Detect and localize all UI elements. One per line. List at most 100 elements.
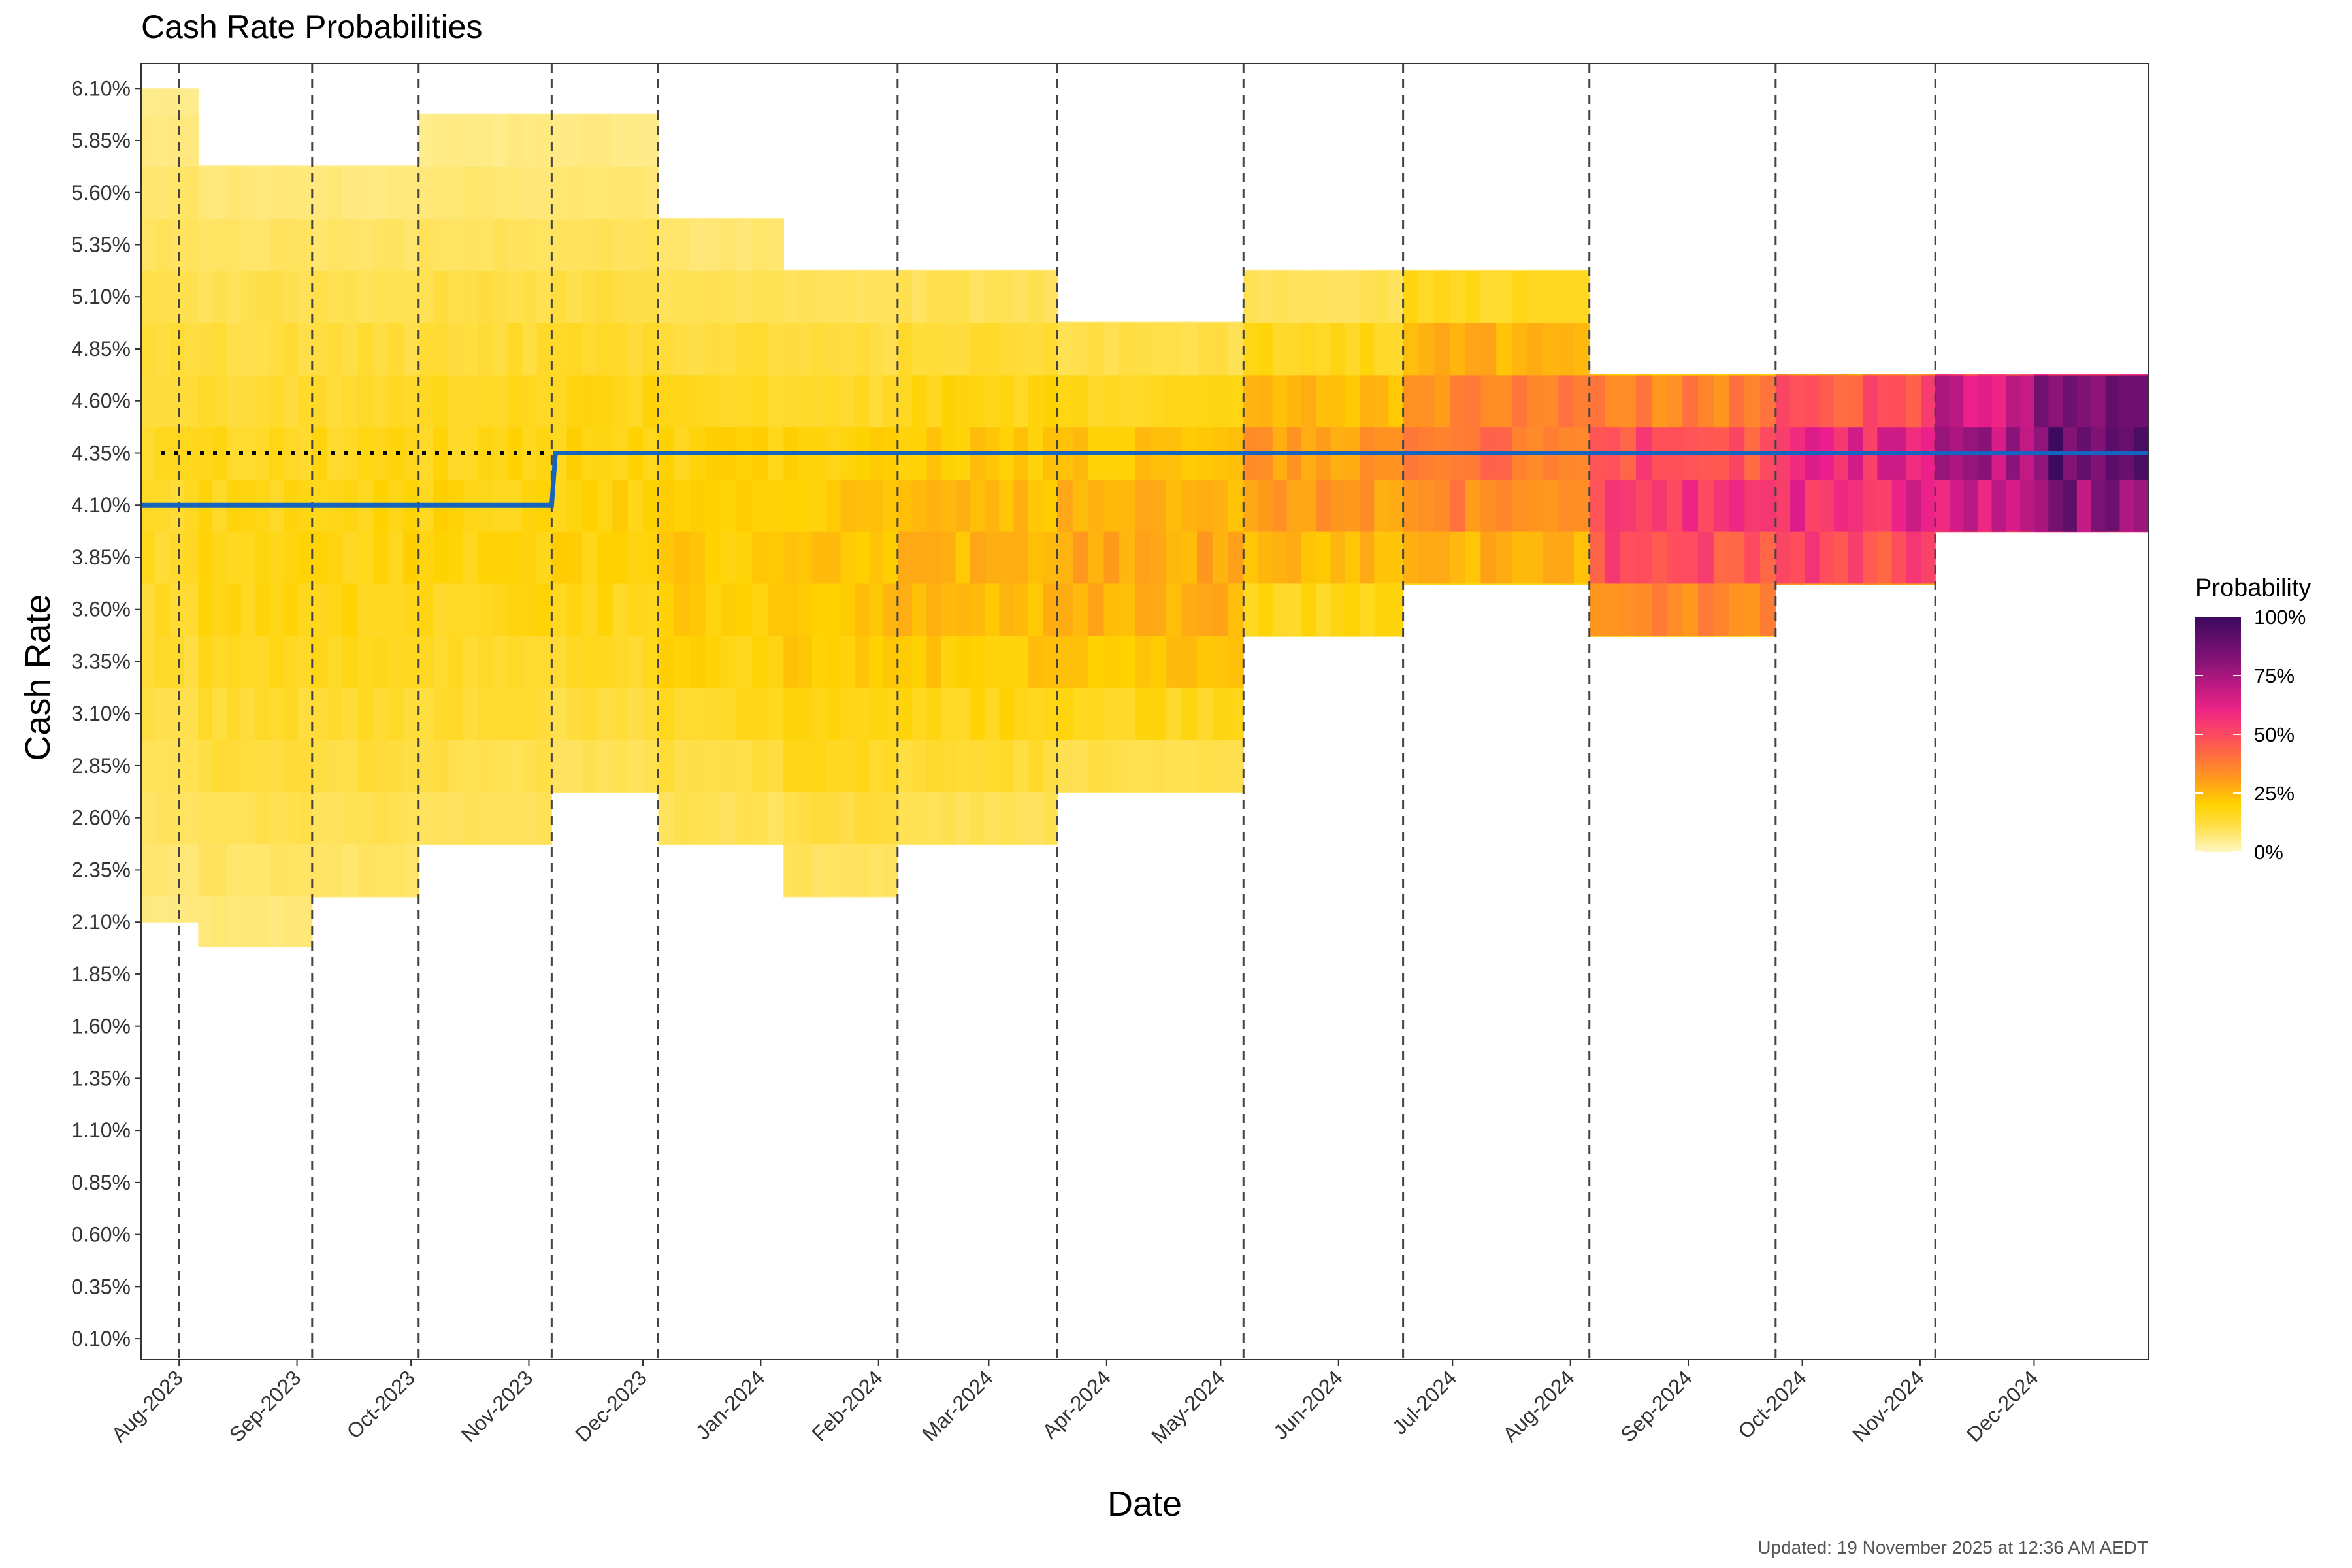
heatmap-cell bbox=[597, 740, 613, 792]
heatmap-cell bbox=[897, 531, 913, 584]
heatmap-cell bbox=[1228, 374, 1244, 428]
heatmap-cell bbox=[1166, 740, 1182, 792]
heatmap-cell bbox=[1013, 843, 1029, 845]
heatmap-cell bbox=[1775, 583, 1791, 585]
heatmap-cell bbox=[155, 843, 171, 896]
heatmap-cell bbox=[768, 583, 784, 636]
heatmap-cell bbox=[1286, 270, 1302, 323]
heatmap-cell bbox=[372, 740, 389, 792]
heatmap-cell bbox=[1449, 270, 1466, 323]
heatmap-cell bbox=[492, 791, 508, 845]
heatmap-cell bbox=[597, 114, 613, 167]
heatmap-cell bbox=[388, 583, 404, 636]
heatmap-cell bbox=[783, 270, 798, 323]
heatmap-cell bbox=[883, 896, 898, 898]
x-tick-label: Aug-2023 bbox=[107, 1365, 188, 1446]
heatmap-cell bbox=[198, 583, 213, 636]
heatmap-cell bbox=[1028, 323, 1043, 376]
y-tick-label: 4.60% bbox=[71, 389, 131, 413]
heatmap-cell bbox=[1013, 791, 1029, 845]
heatmap-cell bbox=[955, 583, 971, 636]
heatmap-cell bbox=[1212, 321, 1229, 323]
heatmap-cell bbox=[1935, 479, 1950, 532]
heatmap-cell bbox=[1316, 270, 1331, 323]
heatmap-cell bbox=[284, 896, 299, 947]
heatmap-cell bbox=[184, 114, 199, 167]
heatmap-cell bbox=[403, 687, 419, 740]
heatmap-cell bbox=[357, 583, 374, 636]
heatmap-cell bbox=[342, 427, 359, 480]
heatmap-cell bbox=[1103, 687, 1120, 740]
heatmap-cell bbox=[522, 583, 538, 636]
heatmap-cell bbox=[2034, 531, 2049, 533]
heatmap-cell bbox=[1301, 374, 1316, 428]
heatmap-cell bbox=[141, 270, 156, 323]
heatmap-cell bbox=[612, 113, 629, 115]
heatmap-cell bbox=[1258, 583, 1273, 636]
heatmap-cell bbox=[463, 166, 478, 220]
heatmap-cell bbox=[418, 166, 434, 220]
heatmap-cell bbox=[883, 269, 898, 271]
heatmap-cell bbox=[1330, 583, 1346, 636]
heatmap-cell bbox=[1316, 374, 1331, 428]
heatmap-cell bbox=[1119, 531, 1135, 584]
heatmap-cell bbox=[897, 270, 913, 323]
heatmap-cell bbox=[752, 531, 768, 584]
heatmap-cell bbox=[492, 687, 508, 740]
heatmap-cell bbox=[955, 635, 971, 688]
heatmap-cell bbox=[643, 218, 659, 271]
heatmap-cell bbox=[1949, 531, 1964, 533]
heatmap-cell bbox=[403, 166, 419, 220]
heatmap-cell bbox=[226, 166, 242, 220]
heatmap-cell bbox=[536, 635, 552, 688]
heatmap-cell bbox=[869, 269, 884, 271]
heatmap-cell bbox=[418, 218, 434, 271]
heatmap-cell bbox=[463, 531, 478, 584]
legend-title: Probability bbox=[2195, 574, 2311, 602]
heatmap-cell bbox=[551, 218, 568, 271]
heatmap-cell bbox=[1286, 269, 1302, 271]
heatmap-cell bbox=[736, 218, 753, 220]
heatmap-cell bbox=[1636, 374, 1652, 428]
heatmap-cell bbox=[1028, 843, 1043, 845]
heatmap-cell bbox=[674, 270, 690, 323]
heatmap-cell bbox=[522, 791, 538, 845]
heatmap-cell bbox=[169, 270, 184, 323]
heatmap-cell bbox=[342, 218, 359, 271]
heatmap-cell bbox=[2006, 479, 2021, 532]
heatmap-cell bbox=[507, 323, 523, 376]
heatmap-cell bbox=[811, 269, 827, 271]
heatmap-cell bbox=[1181, 479, 1198, 532]
heatmap-cell bbox=[999, 270, 1015, 323]
heatmap-cell bbox=[403, 635, 419, 688]
heatmap-cell bbox=[357, 531, 374, 584]
heatmap-cell bbox=[1449, 531, 1466, 584]
heatmap-cell bbox=[448, 218, 464, 271]
heatmap-cell bbox=[312, 896, 328, 898]
heatmap-cell bbox=[1197, 531, 1213, 584]
heatmap-cell bbox=[658, 843, 674, 845]
heatmap-cell bbox=[752, 323, 768, 376]
heatmap-cell bbox=[255, 740, 270, 792]
heatmap-cell bbox=[1150, 583, 1167, 636]
heatmap-cell bbox=[2063, 531, 2078, 533]
heatmap-cell bbox=[212, 687, 227, 740]
heatmap-cell bbox=[689, 791, 706, 845]
heatmap-cell bbox=[752, 583, 768, 636]
heatmap-cell bbox=[155, 270, 171, 323]
heatmap-cell bbox=[1558, 531, 1575, 584]
heatmap-cell bbox=[689, 374, 706, 428]
heatmap-cell bbox=[855, 687, 870, 740]
heatmap-cell bbox=[169, 531, 184, 584]
heatmap-cell bbox=[855, 270, 870, 323]
heatmap-cell bbox=[1863, 583, 1878, 585]
heatmap-cell bbox=[736, 635, 753, 688]
heatmap-cell bbox=[1682, 374, 1699, 428]
heatmap-cell bbox=[2105, 531, 2120, 533]
heatmap-cell bbox=[448, 427, 464, 480]
heatmap-cell bbox=[783, 687, 798, 740]
heatmap-cell bbox=[1698, 374, 1714, 428]
heatmap-cell bbox=[566, 114, 583, 167]
heatmap-cell bbox=[941, 270, 956, 323]
heatmap-cell bbox=[1605, 583, 1621, 636]
